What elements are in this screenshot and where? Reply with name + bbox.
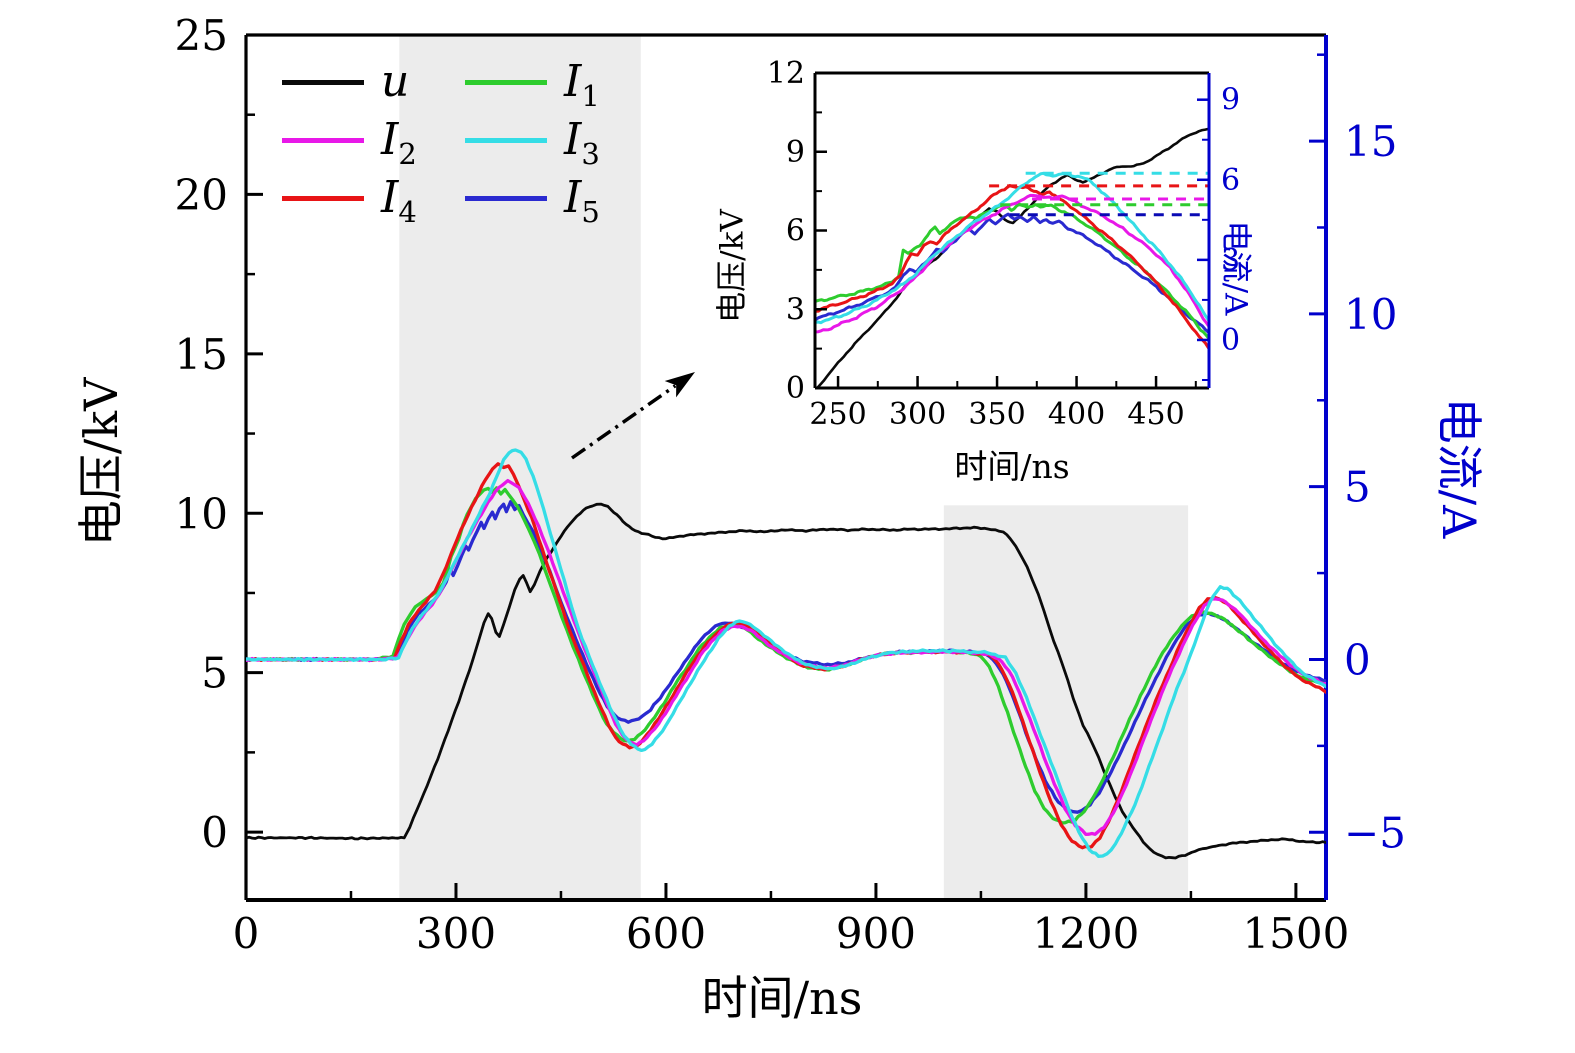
y-left-tick-label: 15 <box>175 330 228 379</box>
inset-background <box>813 71 1211 390</box>
y-right-tick-label: 5 <box>1344 463 1371 512</box>
legend-item-u: u <box>282 53 409 111</box>
legend-item-i4: I4 <box>282 169 417 227</box>
legend-swatch <box>282 195 364 201</box>
legend-label: I5 <box>564 172 600 230</box>
arrow-head-icon <box>664 372 695 398</box>
y-axis-label-current: 电流/A <box>1432 397 1486 539</box>
y-axis-label-voltage: 电压/kV <box>74 377 128 547</box>
x-axis-tick-label: 300 <box>416 909 496 958</box>
inset-y-left-tick-label: 3 <box>786 292 805 327</box>
y-right-tick-label: 10 <box>1344 290 1397 339</box>
inset-y-right-tick-label: 3 <box>1221 243 1240 278</box>
inset-y-right-tick-label: 6 <box>1221 163 1240 198</box>
inset-y-left-tick-label: 12 <box>767 56 805 91</box>
legend-item-i2: I2 <box>282 111 417 169</box>
x-axis-tick-label: 1200 <box>1032 909 1139 958</box>
inset-series-u-curve <box>816 127 1209 388</box>
inset-series <box>815 127 1209 388</box>
legend-label: I4 <box>381 172 417 230</box>
x-axis-label: 时间/ns <box>701 971 863 1025</box>
x-axis-tick-label: 600 <box>626 909 706 958</box>
y-left-tick-label: 25 <box>175 11 228 60</box>
main-series <box>246 448 1326 860</box>
inset-plot: 250 300 350 400 450 0 3 6 9 12 0 3 6 9 <box>767 56 1240 432</box>
series-I3-curve <box>246 448 1326 858</box>
inset-y-left-tick-label: 9 <box>786 135 805 170</box>
inset-x-tick-label: 450 <box>1127 397 1184 432</box>
inset-y-axis-label-voltage: 电压/kV <box>714 209 751 323</box>
inset-y-axis-label-current: 电流/A <box>1217 220 1254 316</box>
legend-swatch <box>465 137 547 143</box>
legend-item-i1: I1 <box>465 53 600 111</box>
legend-swatch <box>465 79 547 85</box>
legend-label: u <box>381 56 410 107</box>
y-left-tick-label: 20 <box>175 170 228 219</box>
inset-x-tick-label: 400 <box>1048 397 1105 432</box>
legend: u I1 I2 I3 I4 I5 <box>282 53 662 231</box>
y-right-tick-label: 0 <box>1344 635 1371 684</box>
inset-series-I3-curve <box>815 171 1209 325</box>
inset-y-left-tick-label: 0 <box>786 371 805 406</box>
inset-x-tick-label: 350 <box>968 397 1025 432</box>
legend-swatch <box>282 137 364 143</box>
y-right-tick-label: 15 <box>1344 117 1397 166</box>
arrow-line <box>570 384 677 460</box>
inset-reference-arrow <box>570 372 695 460</box>
legend-item-i3: I3 <box>465 111 600 169</box>
x-axis-tick-label: 0 <box>233 909 260 958</box>
inset-y-right-tick-label: 9 <box>1221 83 1240 118</box>
inset-y-right-tick-label: 0 <box>1221 323 1240 358</box>
legend-swatch <box>282 79 364 85</box>
y-left-tick-label: 5 <box>201 649 228 698</box>
legend-label: I1 <box>564 56 600 114</box>
legend-label: I3 <box>564 114 600 172</box>
inset-x-tick-label: 250 <box>809 397 866 432</box>
y-right-tick-label: −5 <box>1344 808 1406 857</box>
x-axis-tick-label: 900 <box>836 909 916 958</box>
inset-series-I5-curve <box>815 212 1209 334</box>
legend-swatch <box>465 195 547 201</box>
series-u-curve <box>246 502 1326 860</box>
legend-item-i5: I5 <box>465 169 600 227</box>
inset-x-axis-label: 时间/ns <box>954 447 1070 486</box>
shaded-region-2 <box>943 505 1189 900</box>
x-axis-tick-label: 1500 <box>1242 909 1349 958</box>
y-left-tick-label: 0 <box>201 808 228 857</box>
y-left-tick-label: 10 <box>175 489 228 538</box>
legend-label: I2 <box>381 114 417 172</box>
inset-x-tick-label: 300 <box>889 397 946 432</box>
inset-y-left-tick-label: 6 <box>786 214 805 249</box>
